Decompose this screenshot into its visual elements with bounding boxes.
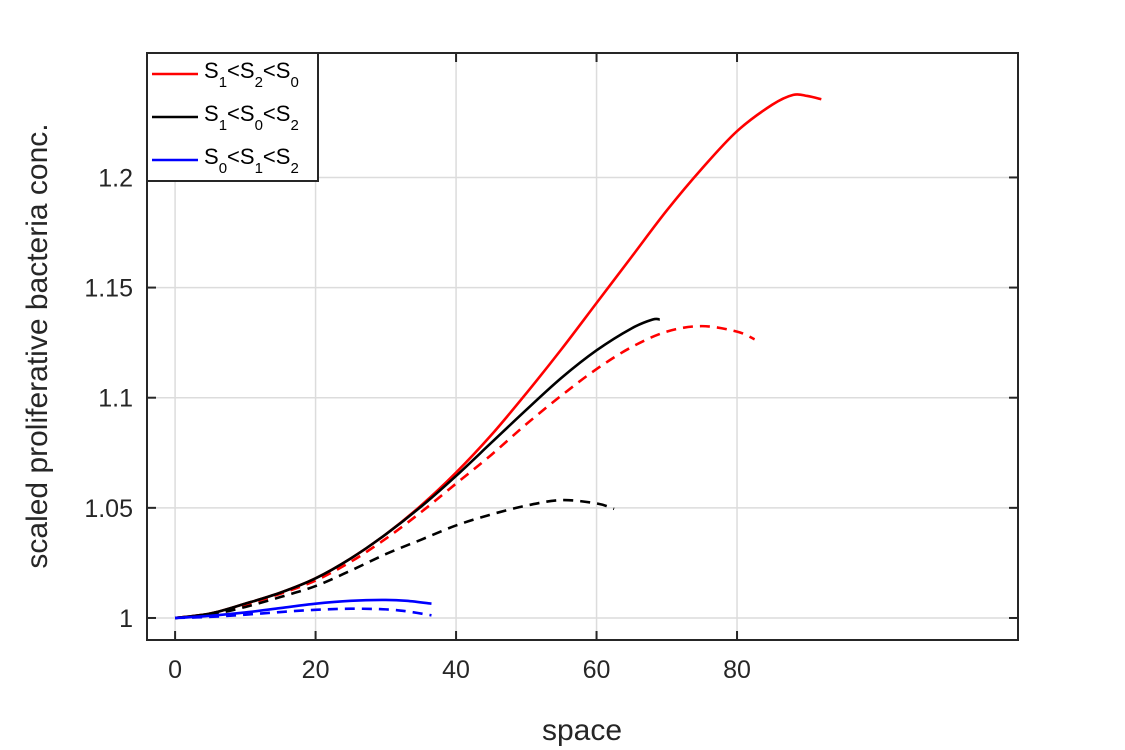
legend-label-part: 0 [219, 160, 227, 177]
legend-label-part: <S [263, 101, 291, 126]
legend-label-part: <S [227, 101, 255, 126]
legend-label-part: 0 [290, 74, 298, 91]
x-tick-label: 40 [442, 656, 470, 684]
legend-label-part: <S [263, 58, 291, 83]
plot-frame [146, 52, 1019, 641]
y-axis-label: scaled proliferative bacteria conc. [21, 123, 54, 568]
legend-label-part: 2 [290, 160, 298, 177]
y-tick-label: 1.1 [98, 385, 133, 413]
series-line-s0-s1-s2-dashed [175, 607, 432, 620]
legend-label-part: <S [227, 58, 255, 83]
legend-label-part: 2 [290, 117, 298, 134]
legend-label: S1<S0<S2 [204, 101, 299, 134]
series-lines [174, 92, 822, 620]
legend-label-part: <S [227, 144, 255, 169]
series-line-s1-s0-s2-dashed [174, 498, 615, 620]
series-line-s1-s0-s2-solid [174, 317, 660, 620]
gridlines [147, 53, 1018, 640]
y-tick-label: 1.15 [84, 275, 133, 303]
x-tick-label: 80 [723, 656, 751, 684]
x-tick-label: 0 [168, 656, 182, 684]
legend-label-part: <S [263, 144, 291, 169]
legend-label-part: 1 [219, 117, 227, 134]
y-tick-label: 1.05 [84, 495, 133, 523]
legend-label-part: 1 [255, 160, 263, 177]
legend-label: S1<S2<S0 [204, 58, 299, 91]
legend-label-part: 0 [255, 117, 263, 134]
legend-label-part: S [204, 101, 219, 126]
y-tick-label: 1 [119, 605, 133, 633]
legend-label-part: 2 [255, 74, 263, 91]
y-tick-label: 1.2 [98, 164, 133, 192]
x-tick-label: 20 [302, 656, 330, 684]
legend-label-part: 1 [219, 74, 227, 91]
legend-label-part: S [204, 58, 219, 83]
series-line-s0-s1-s2-solid [175, 598, 432, 620]
x-axis-label: space [542, 714, 622, 747]
x-tick-label: 60 [583, 656, 611, 684]
legend-label: S0<S1<S2 [204, 144, 299, 177]
legend-label-part: S [204, 144, 219, 169]
